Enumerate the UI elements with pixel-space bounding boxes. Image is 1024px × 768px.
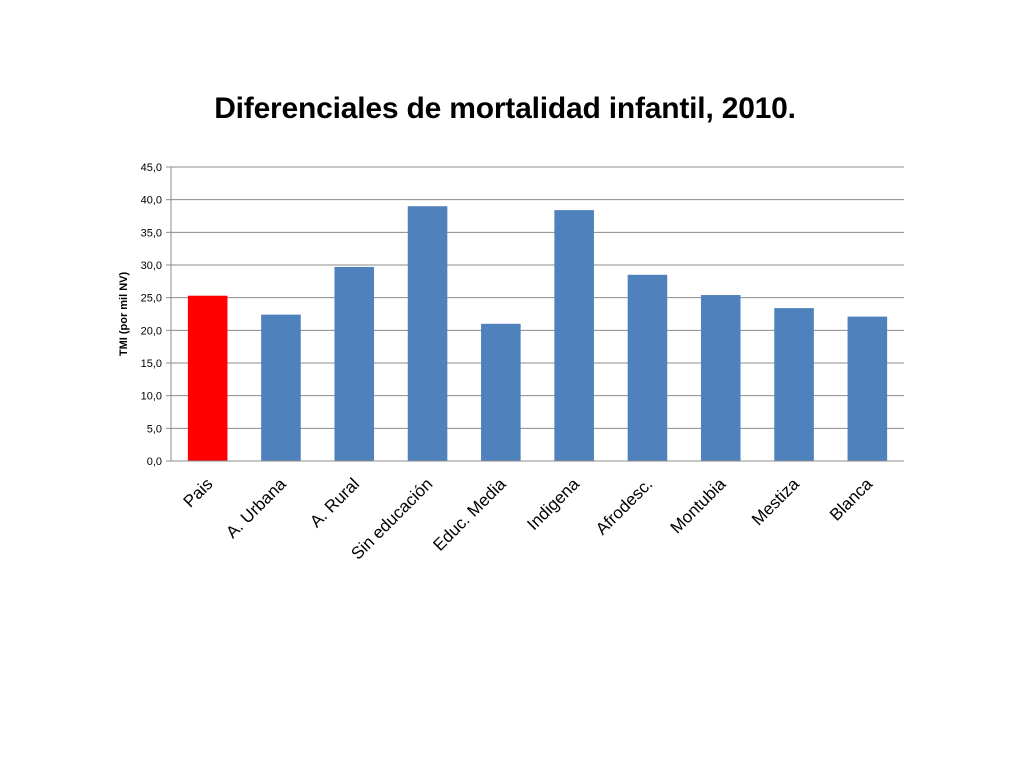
x-category-label: Indigena [523,474,583,534]
y-tick-label: 40,0 [141,195,162,207]
y-tick-label: 5,0 [147,423,162,435]
bar-indigena [554,210,594,461]
bar-blanca [847,316,888,461]
bar-a-rural [334,266,375,461]
x-category-label: Educ. Media [429,474,510,555]
x-category-label: A. Rural [306,474,363,531]
axes [166,166,904,462]
bar-pais [187,295,228,461]
x-category-label: Afrodesc. [592,474,656,538]
y-tick-label: 10,0 [141,391,162,403]
chart-title: Diferenciales de mortalidad infantil, 20… [214,92,796,125]
y-tick-label: 25,0 [141,293,162,305]
x-category-label: Mestiza [748,474,803,529]
x-category-label: Pais [180,474,217,511]
bars [187,206,888,461]
y-tick-label: 45,0 [141,162,162,174]
y-axis-title: TMI (por mil NV) [118,272,130,357]
y-tick-label: 0,0 [147,456,162,468]
y-tick-label: 15,0 [141,358,162,370]
y-tick-label: 20,0 [141,325,162,337]
bar-montubia [700,295,741,461]
bar-sin-educación [407,206,448,461]
y-tick-label: 35,0 [141,227,162,239]
x-category-label: Montubia [667,474,730,537]
y-tick-label: 30,0 [141,260,162,272]
bar-educ-media [481,323,521,461]
x-category-label: Blanca [826,474,877,525]
y-tick-labels: 0,0 5,0 10,0 15,0 20,0 25,0 30,0 35,0 40,0 45,0 [141,162,162,468]
x-category-label: A. Urbana [222,474,290,542]
bar-a-urbana [261,314,301,461]
bar-afrodesc [627,274,668,461]
bar-mestiza [774,308,814,461]
